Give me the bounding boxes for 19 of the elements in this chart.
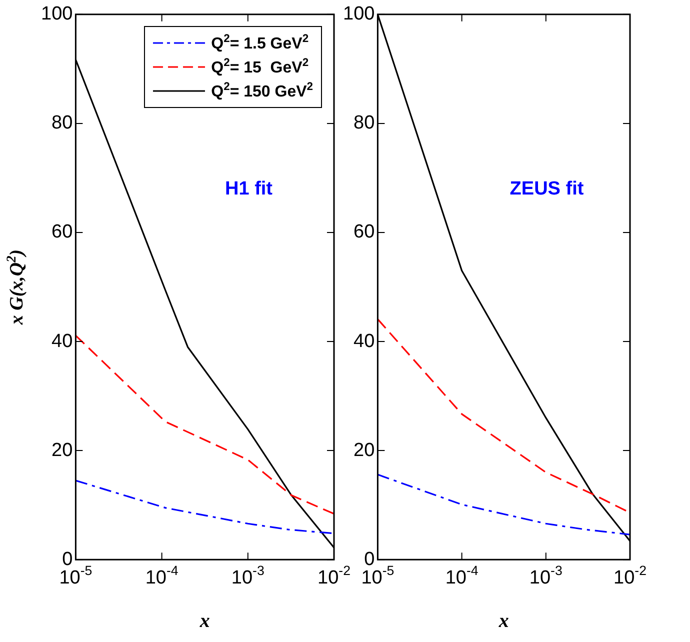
x-axis-title: x [198,610,210,632]
y-tick-label: 100 [41,4,73,25]
legend-label: Q$^{2}$= 1.5 GeV$^{2}$ [211,33,309,54]
x-axis-title: x [498,610,509,632]
annotation: ZEUS fit [510,178,584,200]
legend-label: Q$^{2}$= 150 GeV$^{2}$ [211,81,313,102]
y-tick-label: 20 [354,440,375,461]
y-tick-label: 40 [354,330,375,352]
y-tick-label: 60 [52,222,73,243]
y-tick-label: 100 [343,4,375,25]
y-tick-label: 60 [354,222,375,243]
y-tick-label: 80 [354,112,375,134]
y-tick-label: 40 [52,330,73,352]
annotation: H1 fit [225,178,274,200]
y-tick-label: 0 [364,548,375,570]
y-tick-label: 0 [62,548,73,570]
legend-label: Q$^{2}$= 15 GeV$^{2}$ [211,57,309,78]
y-tick-label: 80 [52,112,73,134]
y-tick-label: 20 [52,440,73,461]
